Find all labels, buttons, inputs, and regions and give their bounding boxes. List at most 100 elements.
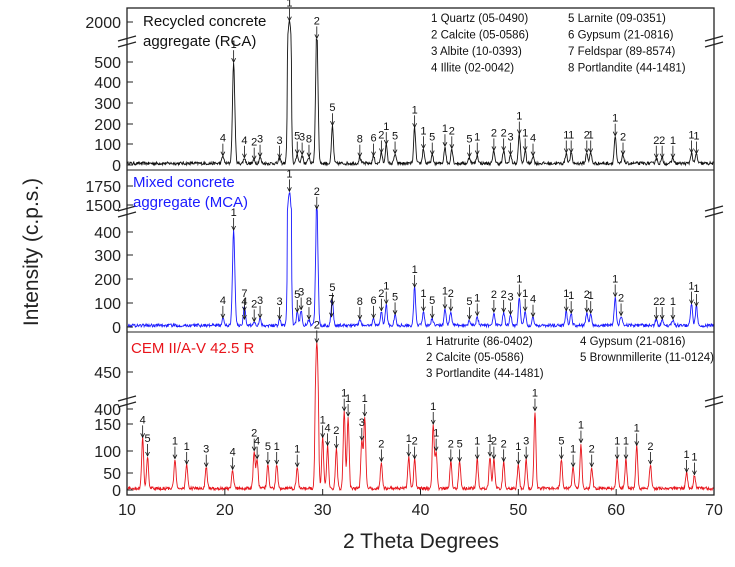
peak-arrowhead — [568, 148, 574, 154]
y-tick-label-cem: 400 — [94, 402, 121, 419]
peak-number: 3 — [257, 134, 263, 146]
peak-arrowhead — [522, 306, 528, 312]
peak-number: 1 — [693, 283, 699, 295]
y-tick-label-rca: 300 — [94, 96, 121, 113]
peak-number: 1 — [442, 123, 448, 135]
peak-label-rca-26: 3 — [507, 132, 514, 156]
x-axis-title: 2 Theta Degrees — [343, 530, 499, 553]
peak-label-cem-25: 5 — [457, 438, 463, 463]
peak-arrowhead — [430, 419, 436, 425]
peak-arrowhead — [412, 123, 417, 129]
peak-arrowhead — [330, 121, 335, 127]
peak-label-rca-27: 1 — [516, 111, 522, 135]
peak-arrowhead — [306, 152, 312, 158]
y-tick-label-mca: 300 — [94, 248, 121, 265]
peak-label-rca-11: 5 — [329, 102, 336, 127]
legend-entry-rca: 8 Portlandite (44-1481) — [568, 63, 686, 75]
peak-label-rca-38: 1 — [670, 135, 676, 159]
peak-number: 2 — [589, 444, 595, 456]
peak-label-cem-14: 2 — [333, 425, 339, 449]
peak-arrowhead — [203, 462, 209, 468]
peak-arrowhead — [357, 314, 363, 320]
peak-number: 1 — [634, 422, 640, 434]
peak-number: 8 — [357, 296, 363, 308]
peak-arrowhead — [334, 443, 339, 449]
peak-label-rca-3: 2 — [251, 137, 257, 161]
peak-arrowhead — [140, 433, 146, 439]
peak-number: 1 — [430, 401, 436, 413]
peak-label-rca-21: 2 — [449, 125, 455, 150]
peak-arrowhead — [648, 459, 653, 465]
peak-number: 4 — [324, 422, 330, 434]
peak-label-cem-12: 1 — [320, 414, 326, 439]
peak-number: 1 — [420, 288, 426, 300]
peak-arrowhead — [442, 304, 448, 310]
peak-number: 3 — [359, 417, 365, 429]
peak-label-mca-26: 2 — [491, 289, 497, 313]
peak-arrowhead — [467, 152, 472, 158]
peak-arrowhead — [692, 470, 697, 476]
peak-number: 2 — [653, 296, 659, 308]
peak-label-mca-11: 2 — [314, 186, 320, 210]
peak-number: 3 — [277, 296, 283, 308]
peak-arrowhead — [474, 150, 480, 156]
peak-arrowhead — [294, 307, 300, 313]
peak-number: 1 — [670, 296, 676, 308]
peak-arrowhead — [320, 433, 326, 439]
peak-number: 1 — [688, 281, 694, 293]
peak-arrowhead — [251, 155, 257, 161]
peak-arrowhead — [570, 462, 576, 468]
peak-arrowhead — [392, 310, 398, 316]
peak-number: 5 — [392, 291, 398, 303]
peak-label-mca-34: 2 — [584, 289, 590, 313]
peak-label-mca-39: 2 — [659, 296, 665, 320]
peak-label-mca-6: 3 — [277, 296, 283, 320]
peak-arrowhead — [568, 308, 574, 315]
peak-label-mca-0: 4 — [220, 295, 226, 319]
peak-number: 1 — [612, 113, 618, 125]
peak-arrowhead — [257, 313, 263, 319]
peak-label-mca-36: 1 — [612, 274, 618, 298]
peak-number: 2 — [659, 296, 665, 308]
peak-arrowhead — [612, 131, 618, 137]
peak-number: 8 — [357, 134, 363, 146]
peak-label-mca-30: 1 — [522, 288, 528, 312]
trace-mca — [126, 192, 715, 329]
peak-number: 1 — [588, 290, 594, 302]
peak-arrowhead — [231, 58, 236, 64]
peak-label-cem-23: 1 — [433, 428, 439, 452]
peak-label-rca-30: 1 — [563, 130, 569, 154]
peak-number: 1 — [532, 388, 538, 400]
peak-arrowhead — [277, 153, 282, 159]
peak-number: 1 — [578, 420, 584, 432]
peak-label-cem-22: 1 — [430, 401, 436, 425]
peak-number: 2 — [584, 130, 590, 142]
peak-label-cem-13: 4 — [324, 422, 331, 447]
peak-label-cem-26: 1 — [474, 436, 480, 460]
peak-label-mca-18: 5 — [392, 291, 398, 316]
peak-label-mca-16: 2 — [378, 288, 384, 312]
peak-number: 6 — [370, 295, 376, 307]
x-axis: 10 20 30 40 50 60 70 — [118, 489, 723, 519]
peak-number: 4 — [220, 295, 226, 307]
peak-arrowhead — [383, 299, 389, 305]
peak-label-mca-9: 3 — [298, 287, 304, 311]
peak-number: 2 — [378, 288, 384, 300]
series-title-mca: Mixed concrete — [133, 174, 235, 191]
peak-number: 5 — [429, 295, 435, 307]
peak-label-mca-41: 1 — [688, 281, 695, 305]
y-tick-label-rca: 400 — [94, 75, 121, 92]
peak-number: 3 — [507, 291, 513, 303]
x-tick-label: 40 — [412, 502, 430, 519]
peak-arrowhead — [287, 16, 292, 22]
peak-label-rca-22: 5 — [466, 134, 472, 158]
peak-arrowhead — [474, 311, 480, 317]
peak-number: 3 — [299, 132, 305, 144]
peak-label-mca-40: 1 — [670, 296, 676, 320]
peak-arrowhead — [406, 451, 412, 457]
peak-number: 5 — [392, 131, 398, 143]
peak-number: 1 — [345, 393, 351, 405]
legend-entry-rca: 5 Larnite (09-0351) — [568, 13, 666, 25]
peak-label-cem-19: 2 — [378, 438, 384, 463]
peak-number: 2 — [251, 137, 257, 149]
